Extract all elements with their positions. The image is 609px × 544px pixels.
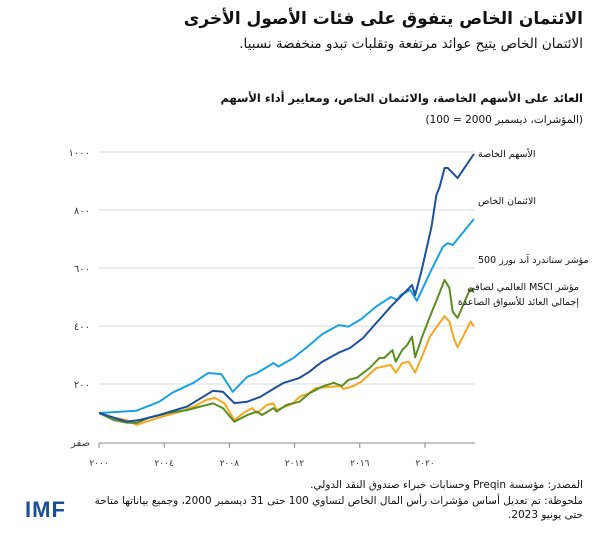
x-tick-label: ٢٠٠٠ bbox=[89, 459, 108, 469]
x-tick-label: ٢٠٢٠ bbox=[415, 459, 434, 469]
label-msci-em-line1: مؤشر MSCI العالمي لصافي bbox=[467, 282, 579, 293]
series-line-2 bbox=[98, 278, 475, 424]
series-line-3 bbox=[98, 315, 475, 426]
page-subtitle: الائتمان الخاص يتيح عوائد مرتفعة وتقلبات… bbox=[239, 36, 583, 52]
label-msci-em-line2: إجمالي العائد للأسواق الصاعدة bbox=[457, 297, 579, 308]
x-tick-label: ٢٠٠٨ bbox=[220, 459, 240, 469]
y-tick-label: ١٠٠٠ bbox=[69, 148, 90, 159]
series-line-1 bbox=[98, 218, 475, 414]
series-line-0 bbox=[98, 153, 475, 423]
x-tick-label: ٢٠١٦ bbox=[350, 459, 370, 469]
y-tick-label: صفر bbox=[70, 438, 90, 449]
label-private-credit: الائتمان الخاص bbox=[478, 196, 536, 207]
label-sp500: مؤشر ستاندرد آند بورز 500 bbox=[478, 255, 589, 266]
y-tick-label: ٨٠٠ bbox=[74, 206, 90, 217]
y-tick-label: ٢٠٠ bbox=[74, 380, 90, 391]
chart-subtitle: (المؤشرات، ديسمبر 2000 = 100) bbox=[425, 114, 583, 126]
x-tick-label: ٢٠١٢ bbox=[285, 459, 305, 469]
source-note: المصدر: مؤسسة Preqin وحسابات خبراء صندوق… bbox=[310, 479, 583, 491]
chart-title: العائد على الأسهم الخاصة، والائتمان الخا… bbox=[220, 91, 583, 105]
x-tick-label: ٢٠٠٤ bbox=[155, 459, 175, 469]
label-private-equity: الأسهم الخاصة bbox=[478, 149, 536, 160]
y-tick-label: ٤٠٠ bbox=[74, 322, 90, 333]
y-tick-label: ٦٠٠ bbox=[74, 264, 90, 275]
page-title: الائتمان الخاص يتفوق على فئات الأصول الأ… bbox=[183, 9, 583, 29]
imf-logo: IMF bbox=[25, 497, 66, 522]
footnote: ملحوظة: تم تعديل أساس مؤشرات رأس المال ا… bbox=[94, 495, 583, 521]
